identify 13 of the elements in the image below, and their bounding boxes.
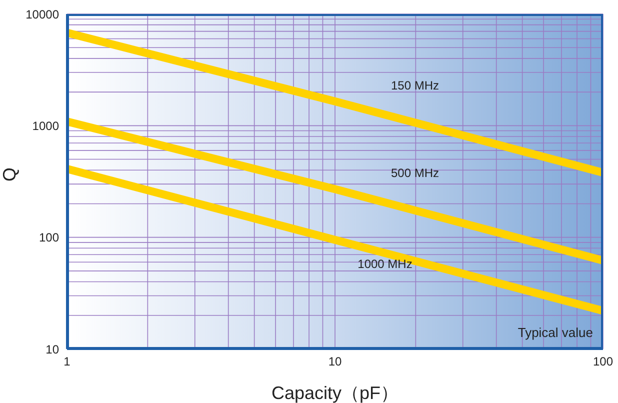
y-tick-label: 100: [38, 230, 60, 245]
y-axis-title: Q: [0, 167, 20, 182]
annotation: Typical value: [518, 325, 593, 340]
x-tick-label: 1: [64, 354, 71, 369]
series-label: 1000 MHz: [358, 256, 412, 271]
x-tick-label: 10: [328, 354, 342, 369]
y-tick-label: 10: [46, 342, 60, 356]
series-label: 500 MHz: [390, 166, 440, 180]
y-tick-label: 10000: [26, 7, 60, 22]
x-axis-title: Capacity（pF）: [271, 383, 399, 403]
x-tick-label: 100: [592, 354, 614, 369]
series-label: 150 MHz: [390, 78, 440, 92]
y-tick-label: 1000: [32, 118, 60, 133]
